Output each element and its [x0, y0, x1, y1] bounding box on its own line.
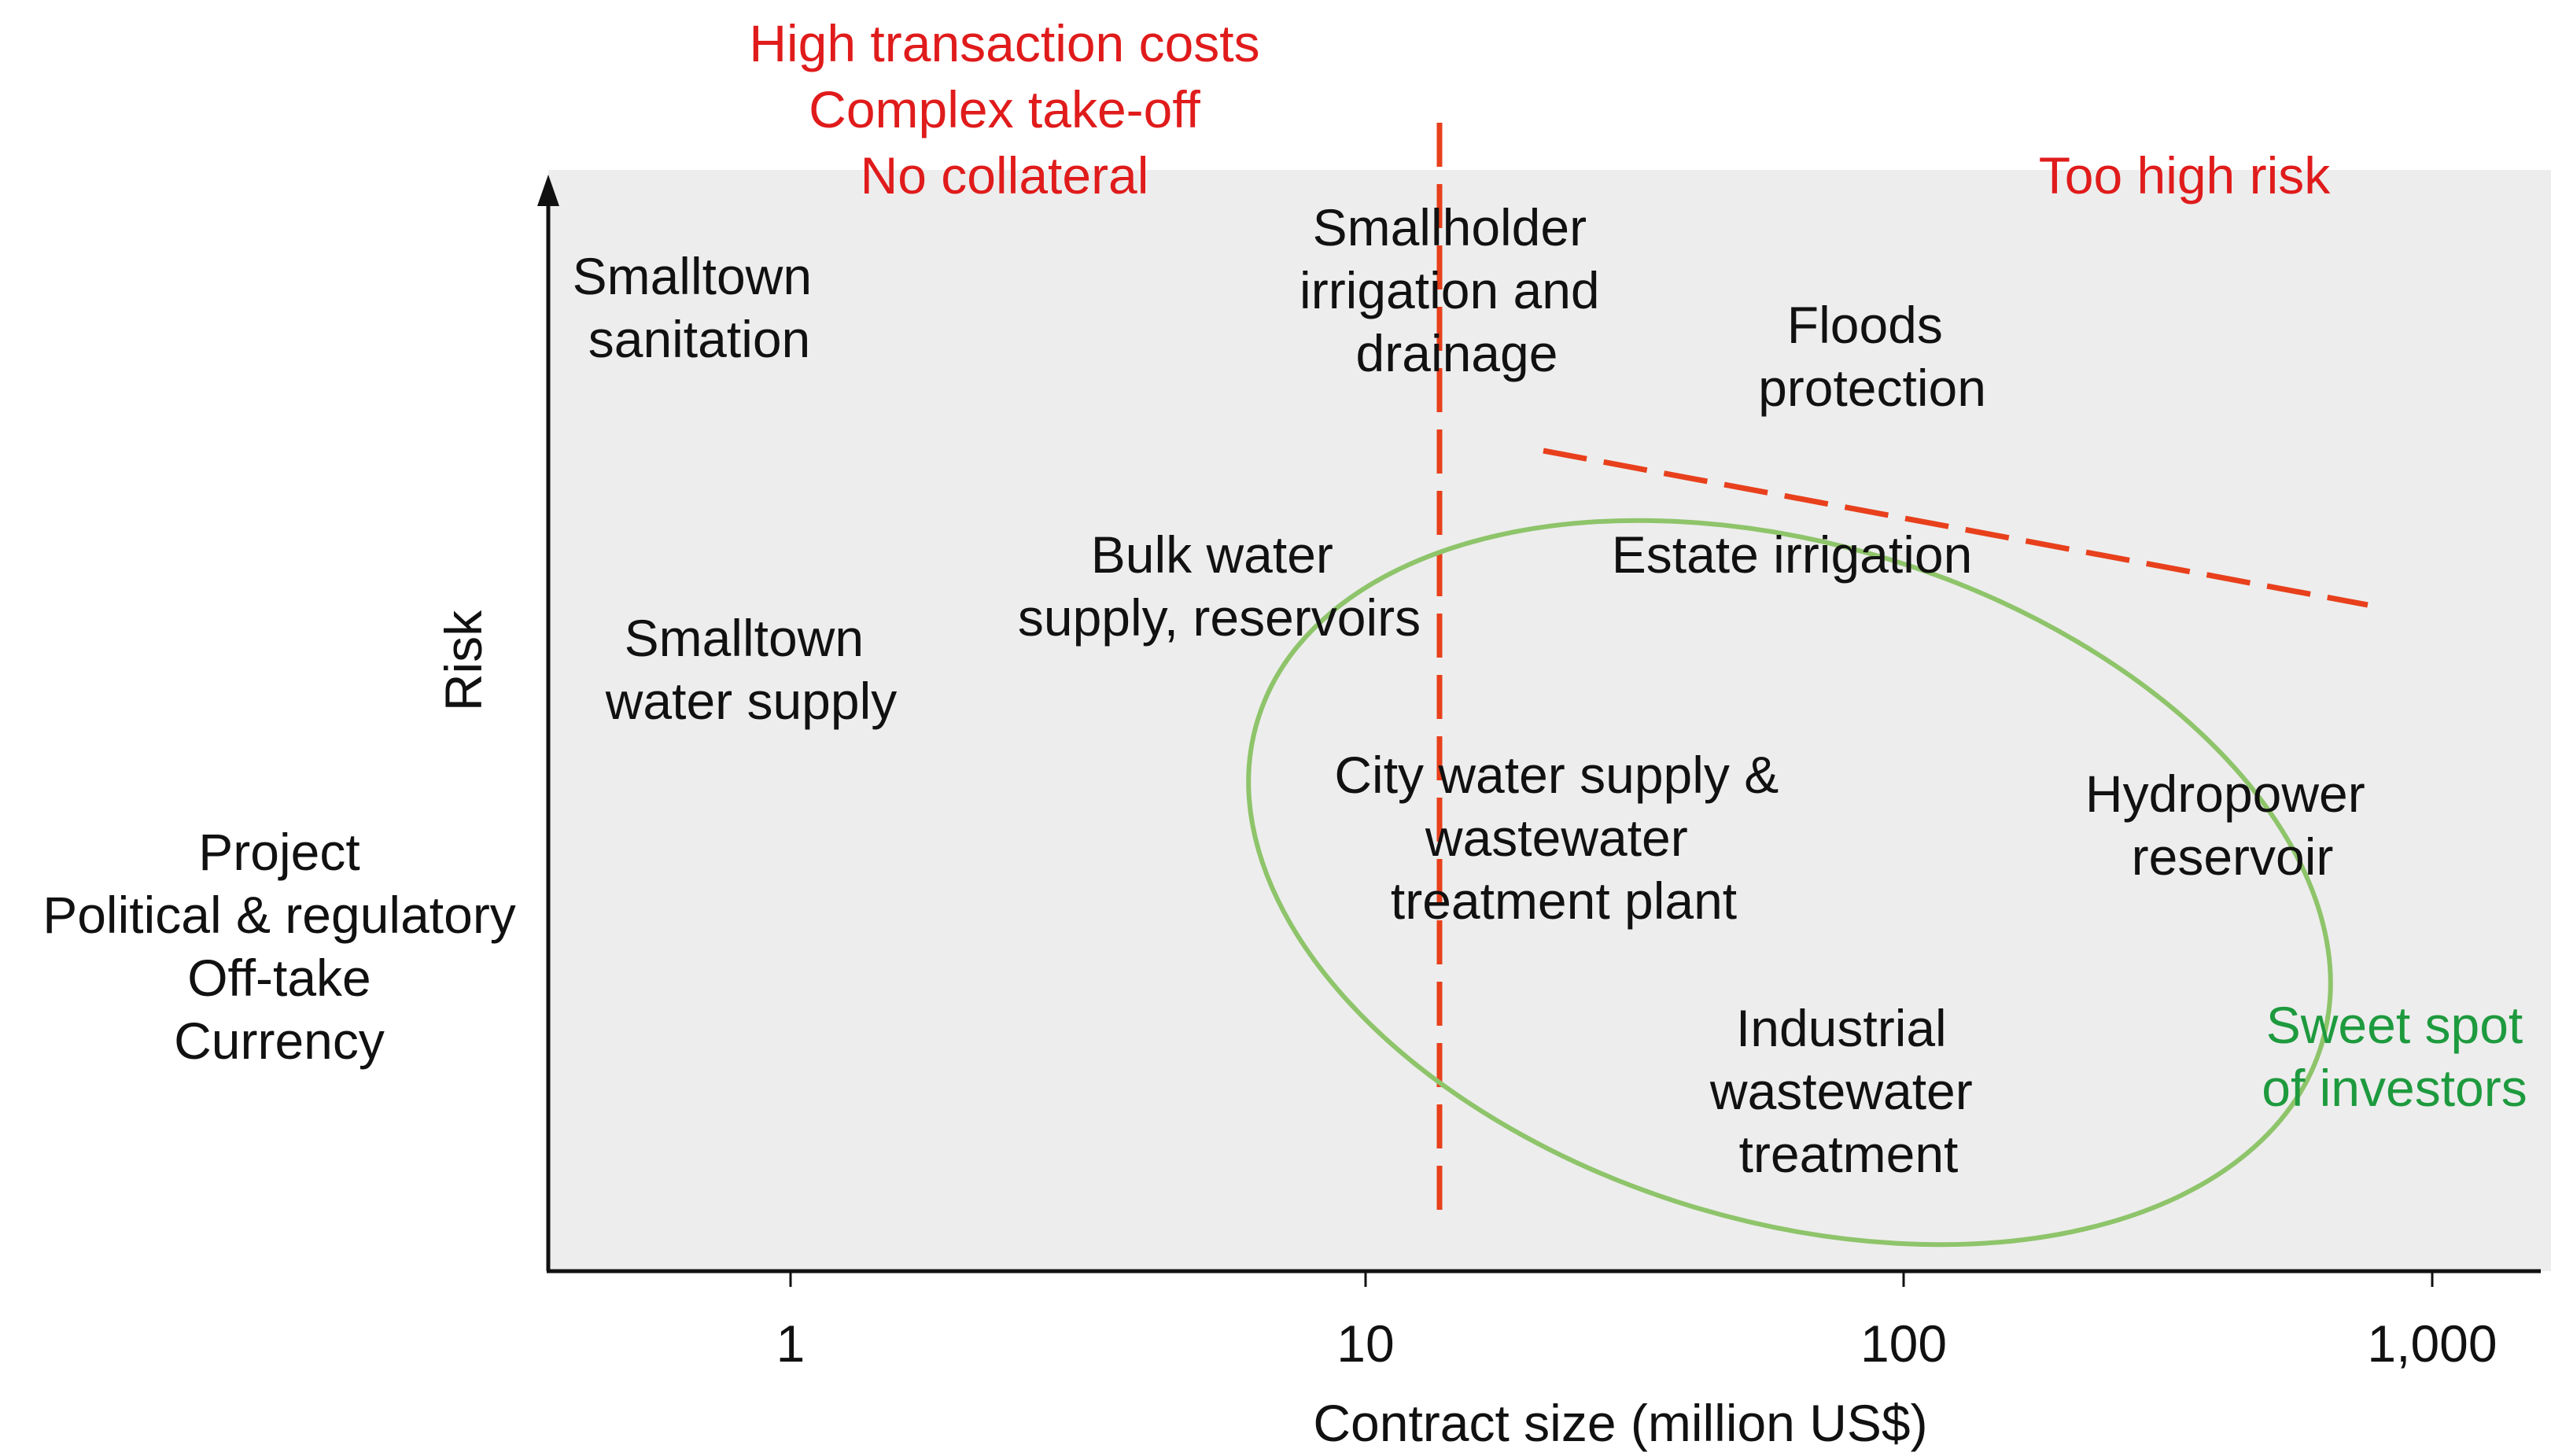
project-label-line: water supply	[605, 672, 898, 730]
project-label-smallholder-irrigation: Smallholder irrigation and drainage	[1299, 198, 1614, 382]
project-label-industrial-wastewater: Industrial wastewater treatment	[1709, 999, 1987, 1183]
constraint-label: No collateral	[861, 146, 1149, 205]
sweet-spot-label: Sweet spot	[2266, 996, 2523, 1054]
project-label-line: treatment	[1739, 1125, 1959, 1183]
risk-factor-label: Off-take	[187, 949, 371, 1007]
project-label-line: Smalltown	[573, 247, 812, 305]
risk-factor-label: Currency	[174, 1012, 385, 1070]
project-label-line: Hydropower	[2085, 765, 2365, 823]
project-label-line: Estate irrigation	[1612, 525, 1973, 584]
project-label-line: treatment plant	[1391, 872, 1737, 930]
project-label-hydropower-reservoir: Hydropower reservoir	[2085, 765, 2380, 886]
project-label-line: wastewater	[1709, 1062, 1973, 1120]
risk-threshold-line	[1543, 448, 2369, 608]
constraint-label: Complex take-off	[809, 80, 1200, 138]
x-tick-label: 10	[1336, 1314, 1394, 1373]
project-label-line: sanitation	[588, 310, 811, 368]
sweet-spot-ellipse	[1246, 518, 2333, 1248]
project-label-line: supply, reservoirs	[1018, 588, 1421, 647]
project-label-estate-irrigation: Estate irrigation	[1612, 525, 1973, 584]
x-tick-label: 1	[776, 1314, 805, 1373]
sweet-spot-label: of investors	[2262, 1059, 2527, 1117]
project-label-line: wastewater	[1425, 809, 1688, 867]
risk-factor-label: Political & regulatory	[42, 886, 516, 944]
x-tick-label: 1,000	[2367, 1314, 2497, 1373]
y-axis-label: Risk	[434, 610, 492, 711]
project-label-line: reservoir	[2132, 828, 2334, 886]
project-label-line: Industrial	[1736, 999, 1947, 1057]
project-label-line: Floods	[1787, 296, 1943, 354]
project-label-city-water-supply: City water supply & wastewater treatment…	[1334, 746, 1793, 930]
project-label-line: Smalltown	[625, 609, 864, 667]
x-tick-label: 100	[1860, 1314, 1947, 1373]
project-label-line: drainage	[1356, 324, 1558, 382]
project-label-line: Smallholder	[1313, 198, 1587, 256]
too-high-risk-label: Too high risk	[2039, 146, 2332, 205]
project-label-bulk-water-supply: Bulk water supply, reservoirs	[1018, 525, 1421, 647]
y-axis-arrow-icon	[537, 175, 559, 206]
project-label-line: Bulk water	[1091, 525, 1333, 584]
project-label-line: irrigation and	[1299, 261, 1600, 319]
risk-factor-label: Project	[198, 823, 359, 881]
project-label-line: protection	[1758, 359, 1986, 417]
plot-background	[548, 170, 2551, 1271]
x-axis-label: Contract size (million US$)	[1313, 1394, 1927, 1452]
project-label-smalltown-water-supply: Smalltown water supply	[605, 609, 898, 730]
project-label-line: City water supply &	[1334, 746, 1779, 804]
constraint-label: High transaction costs	[749, 14, 1259, 72]
project-label-smalltown-sanitation: Smalltown sanitation	[573, 247, 827, 368]
project-label-floods-protection: Floods protection	[1758, 296, 1986, 417]
